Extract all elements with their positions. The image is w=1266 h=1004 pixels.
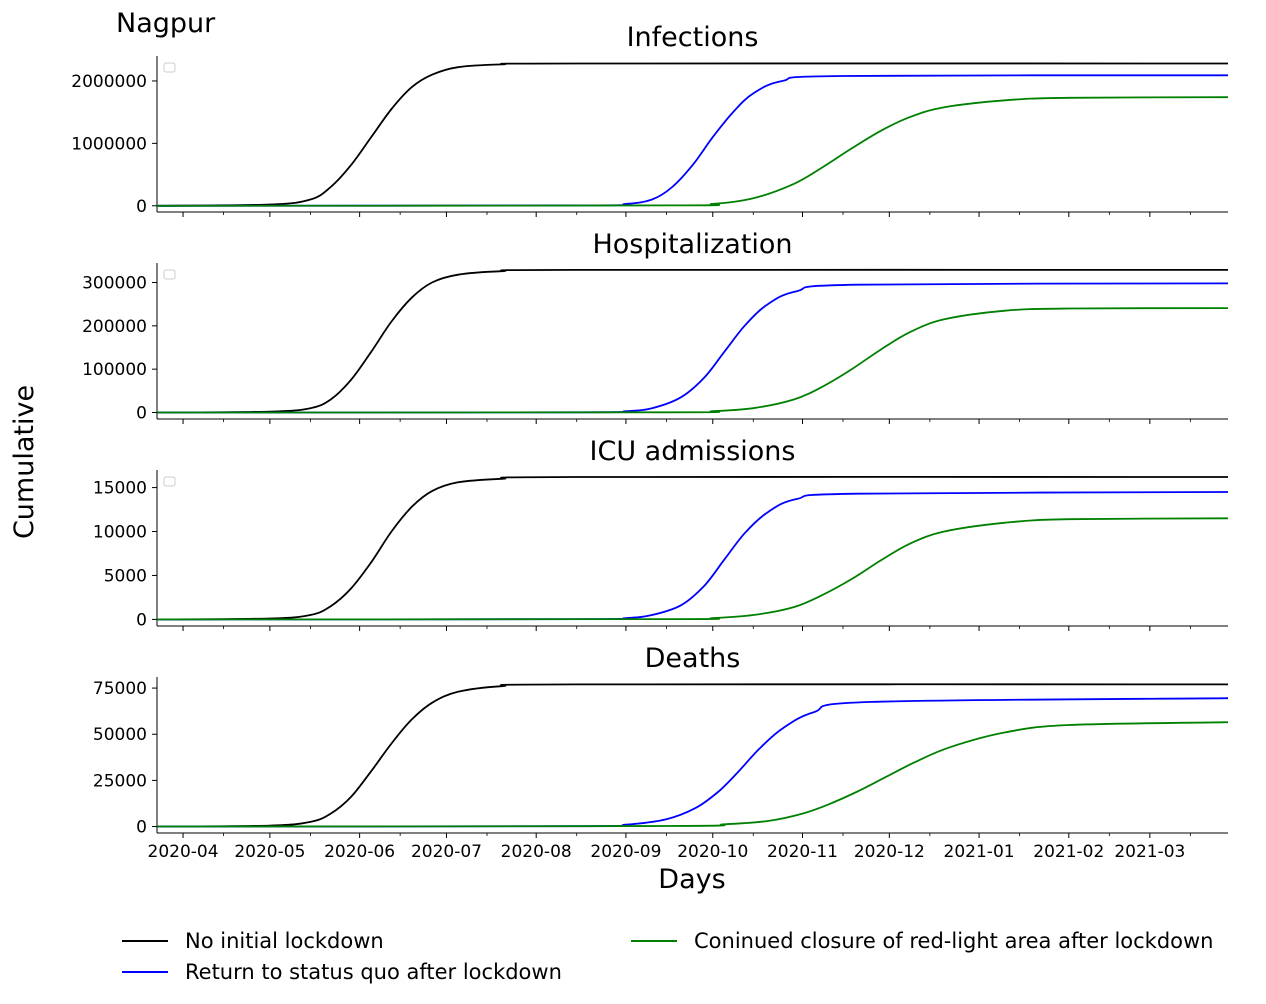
y-tick-label: 75000 — [93, 679, 147, 699]
x-tick-label: 2021-02 — [1033, 842, 1104, 862]
y-tick-label: 25000 — [93, 771, 147, 791]
subplots: Infections010000002000000Hospitalization… — [71, 22, 1229, 862]
series-line-coninued-closure-of-red-light-area-after-lockdown — [156, 517, 1229, 621]
panel-infections: Infections 0 1000000 2000000 — [71, 22, 1229, 217]
y-tick-label: 0 — [136, 610, 147, 630]
legend-label: Coninued closure of red-light area after… — [694, 929, 1214, 953]
y-tick-label: 0 — [136, 404, 147, 424]
x-tick-label: 2020-08 — [501, 842, 572, 862]
y-tick-label: 300000 — [82, 274, 147, 294]
x-tick-label: 2020-11 — [767, 842, 838, 862]
y-tick-label: 2000000 — [71, 72, 147, 92]
x-tick-label: 2020-12 — [854, 842, 925, 862]
panel-title: Hospitalization — [592, 229, 792, 260]
legend-swatch — [631, 940, 677, 942]
series-line-return-to-status-quo-after-lockdown — [156, 282, 1229, 414]
city-label: Nagpur — [116, 8, 216, 39]
legend-item-return-to-status-quo: Return to status quo after lockdown — [122, 960, 562, 984]
y-tick-label: 0 — [136, 197, 147, 217]
series-line-coninued-closure-of-red-light-area-after-lockdown — [156, 96, 1229, 207]
legend-label: Return to status quo after lockdown — [185, 960, 562, 984]
x-tick-label: 2021-03 — [1114, 842, 1185, 862]
y-axis-label: Cumulative — [9, 385, 40, 539]
panel-title: Infections — [627, 22, 759, 53]
empty-legend-box — [163, 269, 176, 280]
panel-title: ICU admissions — [590, 436, 796, 467]
y-tick-label: 5000 — [104, 566, 147, 586]
empty-legend-box — [163, 62, 176, 73]
series-line-no-initial-lockdown — [156, 62, 1229, 207]
y-tick-label: 100000 — [82, 360, 147, 380]
series-line-coninued-closure-of-red-light-area-after-lockdown — [156, 307, 1229, 414]
panel-deaths: Deaths 0 25000 50000 75000 2020-04 2020-05 2020… — [93, 643, 1229, 862]
series-line-return-to-status-quo-after-lockdown — [156, 74, 1229, 207]
series-line-return-to-status-quo-after-lockdown — [156, 697, 1229, 828]
y-tick-label: 1000000 — [71, 134, 147, 154]
panel-hospitalization: Hospitalization 0 100000 200000 300000 — [82, 229, 1229, 424]
x-tick-label: 2020-05 — [234, 842, 305, 862]
x-tick-label: 2020-04 — [148, 842, 219, 862]
series-line-no-initial-lockdown — [156, 475, 1229, 621]
y-tick-label: 50000 — [93, 725, 147, 745]
panel-icu-admissions: ICU admissions 0 5000 10000 15000 — [93, 436, 1229, 631]
x-tick-label: 2021-01 — [944, 842, 1015, 862]
legend-swatch — [122, 971, 168, 973]
y-tick-label: 15000 — [93, 479, 147, 499]
legend-item-no-initial-lockdown: No initial lockdown — [122, 929, 384, 953]
y-tick-label: 0 — [136, 818, 147, 838]
empty-legend-box — [163, 476, 176, 487]
series-line-coninued-closure-of-red-light-area-after-lockdown — [156, 721, 1229, 828]
x-tick-label: 2020-09 — [590, 842, 661, 862]
series-line-no-initial-lockdown — [156, 268, 1229, 414]
legend-swatch — [122, 940, 168, 942]
series-line-no-initial-lockdown — [156, 683, 1229, 828]
x-axis-label: Days — [658, 864, 725, 895]
x-tick-label: 2020-10 — [677, 842, 748, 862]
x-tick-label: 2020-06 — [324, 842, 395, 862]
x-tick-label: 2020-07 — [411, 842, 482, 862]
series-line-return-to-status-quo-after-lockdown — [156, 491, 1229, 621]
panel-title: Deaths — [645, 643, 741, 674]
y-tick-label: 200000 — [82, 317, 147, 337]
legend-item-continued-closure: Coninued closure of red-light area after… — [631, 929, 1214, 953]
legend-label: No initial lockdown — [185, 929, 384, 953]
y-tick-label: 10000 — [93, 523, 147, 543]
